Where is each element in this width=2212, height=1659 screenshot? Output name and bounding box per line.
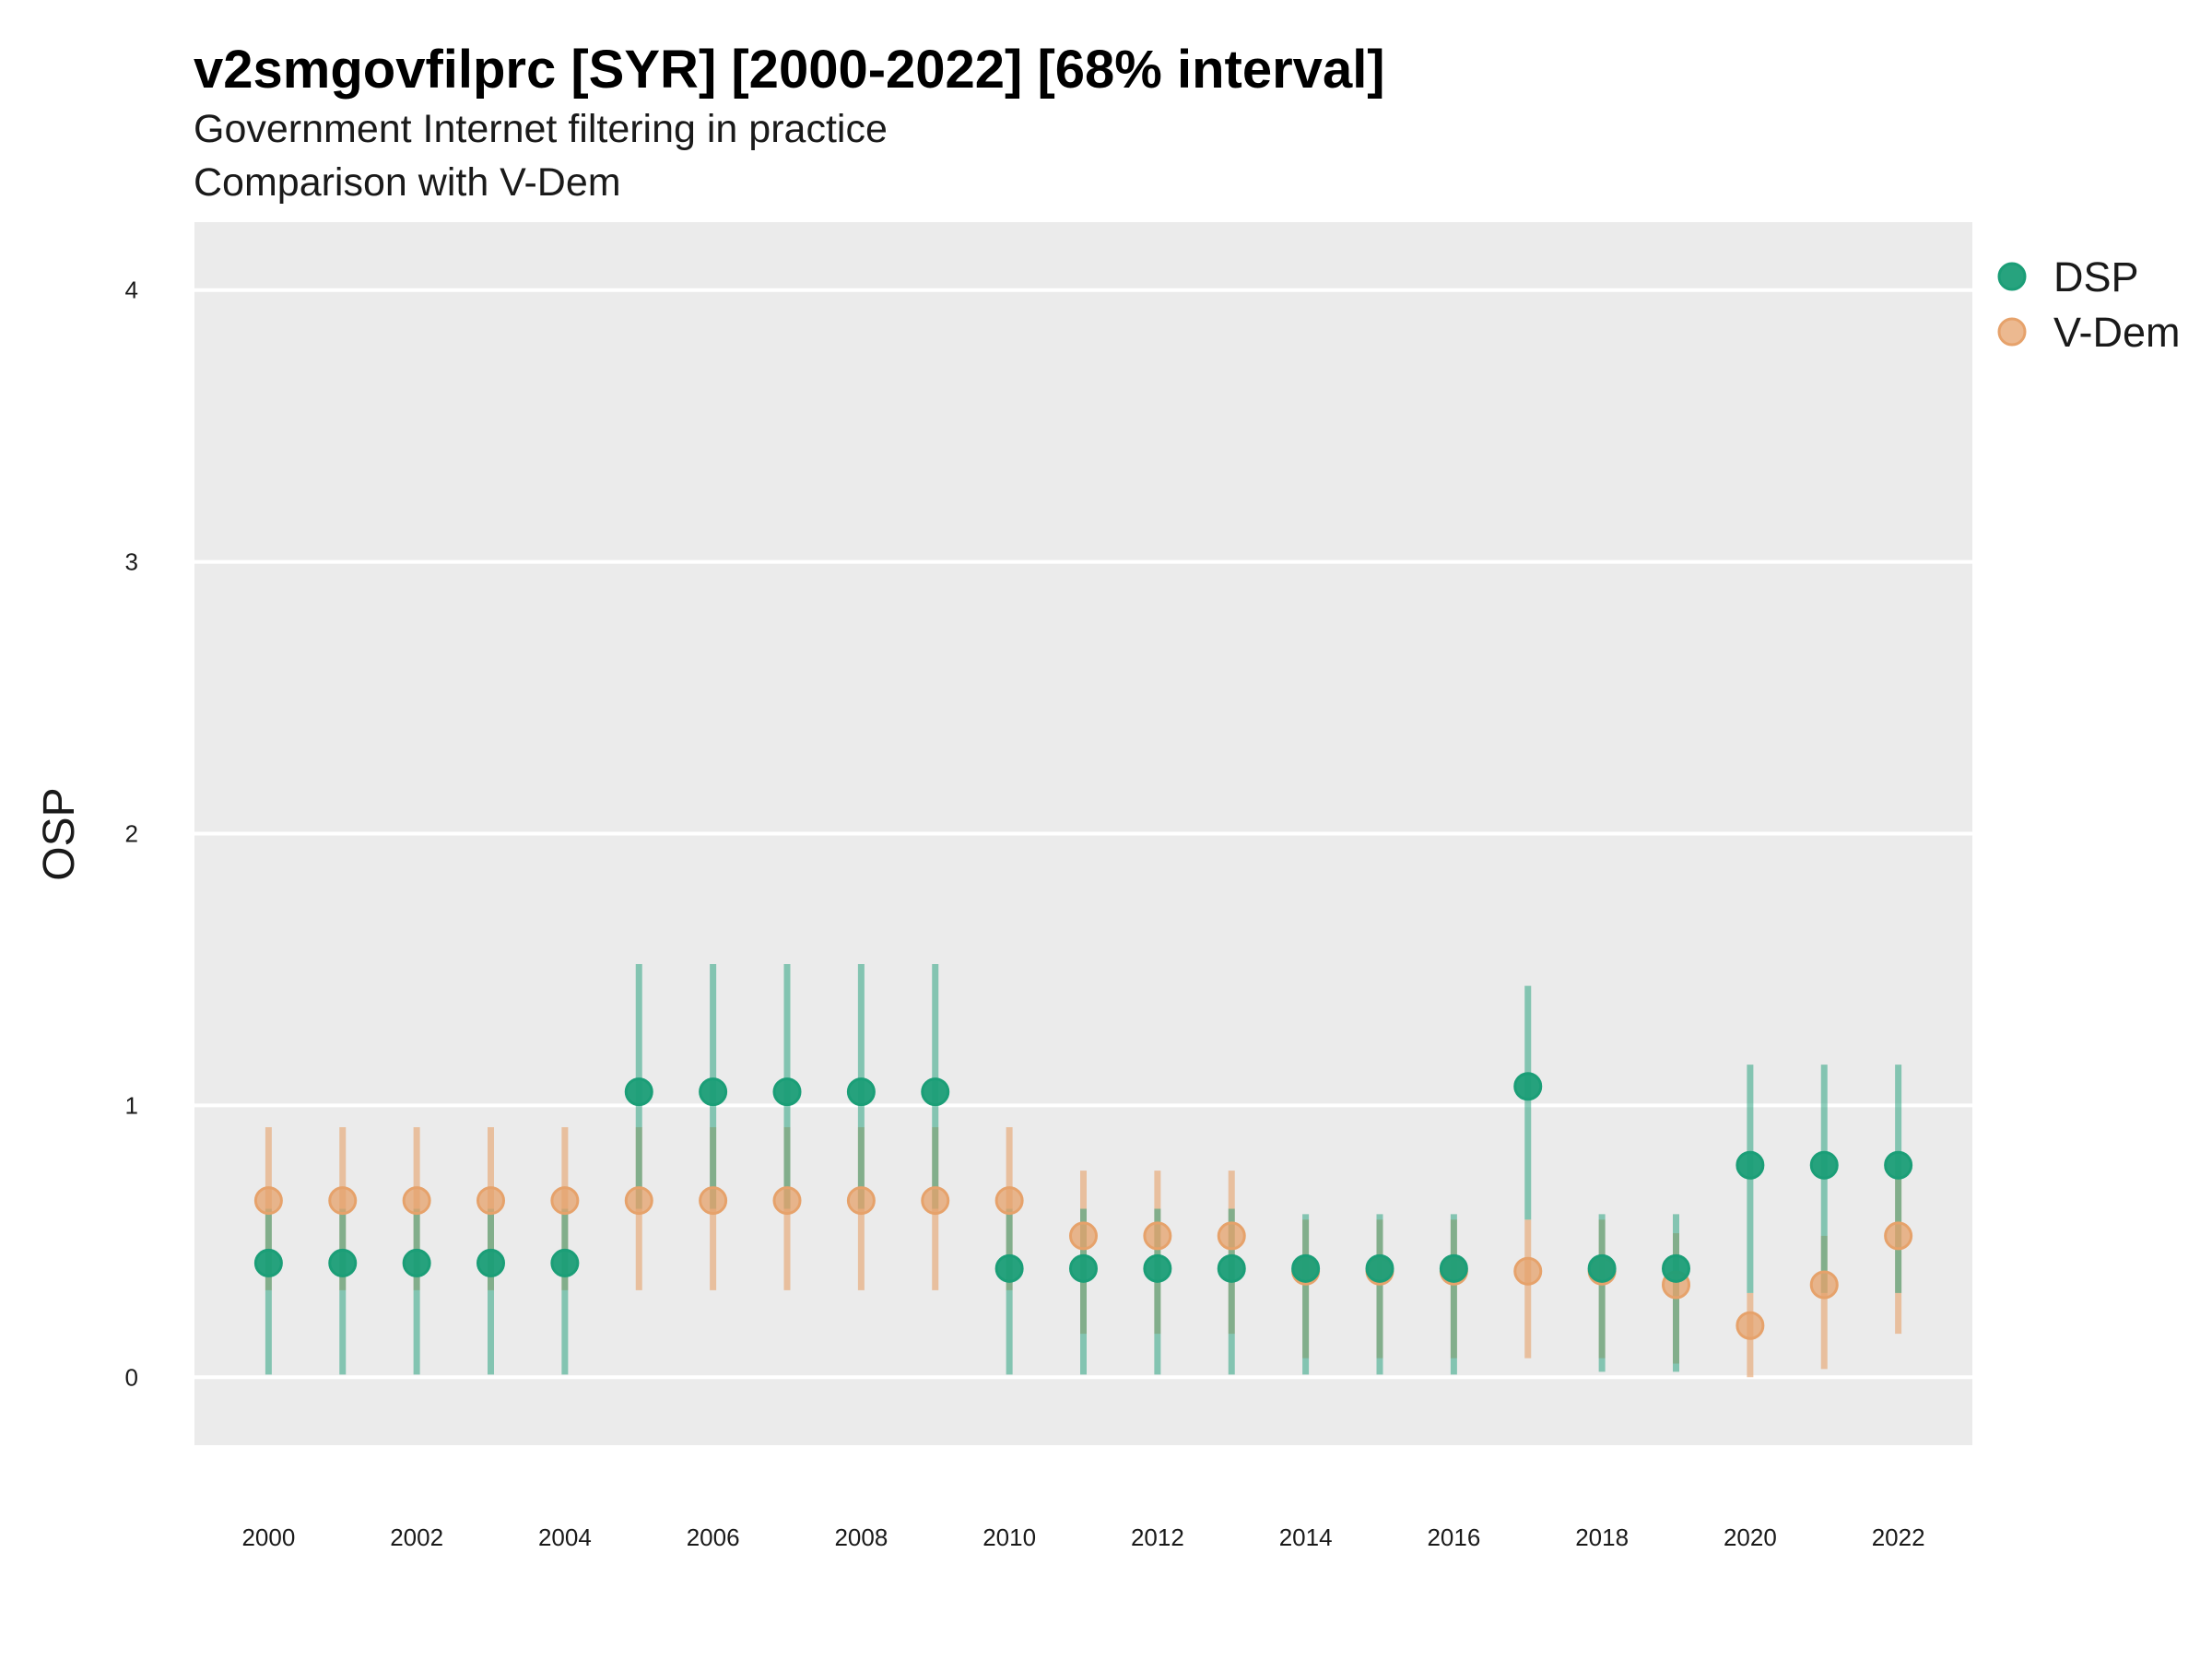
legend: DSP V-Dem xyxy=(1997,253,2181,356)
point-dsp xyxy=(253,1248,283,1277)
point-v-dem xyxy=(1217,1221,1246,1251)
x-axis-ticks: 2000 2002 2004 2006 2008 2010 2012 2014 2016 2018… xyxy=(241,1524,1924,1551)
legend-swatch-dsp xyxy=(1997,262,2027,291)
x-tick-label: 2010 xyxy=(982,1524,1036,1551)
point-dsp xyxy=(1662,1253,1690,1283)
point-v-dem xyxy=(402,1186,431,1216)
point-dsp xyxy=(402,1248,431,1277)
x-tick-label: 2016 xyxy=(1427,1524,1480,1551)
point-dsp xyxy=(846,1077,876,1107)
legend-label-v-dem: V-Dem xyxy=(2053,309,2181,356)
point-v-dem xyxy=(1069,1221,1098,1251)
y-tick-label: 3 xyxy=(125,548,138,576)
point-v-dem xyxy=(699,1186,728,1216)
grid-lines xyxy=(194,288,1972,1380)
chart-caption: Comparison with V-Dem xyxy=(194,160,621,205)
point-dsp xyxy=(921,1077,950,1107)
point-dsp xyxy=(994,1253,1024,1283)
point-dsp xyxy=(772,1077,802,1107)
point-dsp xyxy=(624,1077,653,1107)
point-dsp xyxy=(1735,1150,1765,1180)
point-dsp xyxy=(699,1077,728,1107)
point-v-dem xyxy=(624,1186,653,1216)
point-v-dem xyxy=(550,1186,580,1216)
point-v-dem xyxy=(328,1186,358,1216)
point-v-dem xyxy=(846,1186,876,1216)
x-tick-label: 2000 xyxy=(241,1524,295,1551)
point-dsp xyxy=(1513,1072,1543,1101)
chart-title: v2smgovfilprc [SYR] [2000-2022] [68% int… xyxy=(194,40,1385,100)
point-v-dem xyxy=(921,1186,950,1216)
point-dsp xyxy=(1217,1253,1246,1283)
x-tick-label: 2008 xyxy=(834,1524,888,1551)
x-tick-label: 2020 xyxy=(1724,1524,1777,1551)
chart-subtitle: Government Internet filtering in practic… xyxy=(194,107,888,151)
point-v-dem xyxy=(994,1186,1024,1216)
y-tick-label: 4 xyxy=(125,276,138,304)
point-dsp xyxy=(477,1248,505,1277)
data-points xyxy=(253,1072,1913,1340)
point-v-dem xyxy=(1513,1256,1543,1286)
y-tick-label: 2 xyxy=(125,820,138,848)
point-dsp xyxy=(1884,1150,1913,1180)
legend-label-dsp: DSP xyxy=(2053,253,2139,300)
y-axis-label: OSP xyxy=(35,787,84,880)
y-axis-ticks: 0 1 2 3 4 xyxy=(125,276,138,1392)
point-v-dem xyxy=(1735,1311,1765,1340)
x-tick-label: 2012 xyxy=(1131,1524,1184,1551)
x-tick-label: 2004 xyxy=(538,1524,592,1551)
point-dsp xyxy=(1143,1253,1172,1283)
point-dsp xyxy=(328,1248,358,1277)
y-tick-label: 0 xyxy=(125,1363,138,1391)
point-v-dem xyxy=(1809,1270,1839,1300)
point-v-dem xyxy=(253,1186,283,1216)
point-dsp xyxy=(1587,1253,1617,1283)
legend-swatch-v-dem xyxy=(1997,317,2027,347)
x-tick-label: 2022 xyxy=(1872,1524,1925,1551)
point-dsp xyxy=(550,1248,580,1277)
point-dsp xyxy=(1365,1253,1394,1283)
x-tick-label: 2018 xyxy=(1575,1524,1629,1551)
point-dsp xyxy=(1069,1253,1098,1283)
point-v-dem xyxy=(772,1186,802,1216)
point-dsp xyxy=(1439,1253,1468,1283)
point-dsp xyxy=(1291,1253,1321,1283)
x-tick-label: 2014 xyxy=(1279,1524,1333,1551)
point-dsp xyxy=(1809,1150,1839,1180)
x-tick-label: 2002 xyxy=(390,1524,443,1551)
point-v-dem xyxy=(477,1186,505,1216)
point-v-dem xyxy=(1884,1221,1913,1251)
point-v-dem xyxy=(1143,1221,1172,1251)
x-tick-label: 2006 xyxy=(687,1524,740,1551)
y-tick-label: 1 xyxy=(125,1091,138,1119)
